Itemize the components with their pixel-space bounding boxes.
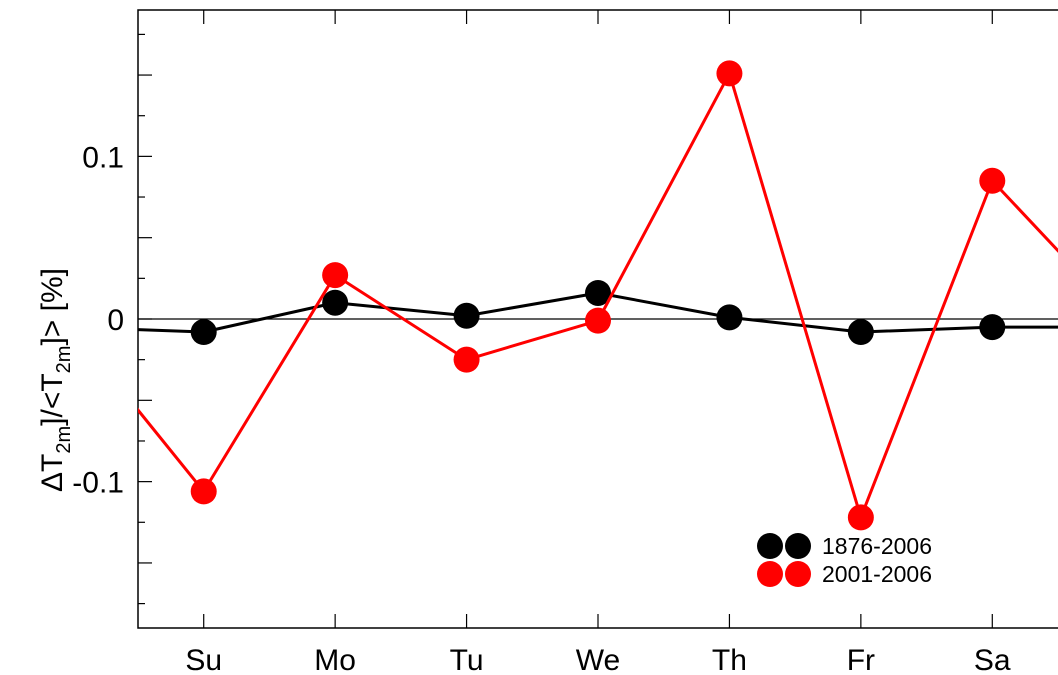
data-point — [322, 262, 349, 289]
y-tick-label: 0 — [107, 304, 124, 337]
y-axis-label-suffix: ]> [%] — [36, 268, 69, 346]
data-point — [979, 314, 1006, 341]
data-point — [716, 60, 743, 87]
y-axis-label-prefix: ΔT — [36, 454, 69, 492]
data-point — [322, 289, 349, 316]
y-tick-label: 0.1 — [82, 141, 124, 174]
series-line — [138, 71, 1058, 519]
y-axis-label-middle: ]/<T — [36, 373, 69, 426]
series-layer — [138, 60, 1058, 531]
legend-label: 1876-2006 — [822, 533, 932, 559]
data-point — [190, 319, 217, 346]
series-1876-2006 — [138, 291, 1058, 334]
x-tick-label: Sa — [974, 644, 1011, 675]
data-point — [190, 478, 217, 505]
y-tick-labels: -0.1 0 0.1 — [72, 141, 124, 499]
data-point — [847, 319, 874, 346]
legend-marker — [785, 561, 811, 587]
x-tick-label: We — [576, 644, 620, 675]
x-tick-labels: Su Mo Tu We Th Fr Sa — [185, 644, 1011, 675]
y-tick-label: -0.1 — [72, 467, 124, 500]
data-point — [453, 302, 480, 329]
data-point — [847, 504, 874, 531]
series-line — [138, 291, 1058, 334]
data-point — [585, 279, 611, 306]
axes — [137, 9, 1058, 629]
data-point — [453, 346, 480, 373]
x-tick-label: Mo — [314, 644, 356, 675]
y-axis-label-sub2: 2m — [53, 346, 75, 374]
data-point — [585, 307, 611, 334]
series-2001-2006 — [138, 71, 1058, 519]
x-tick-label: Su — [185, 644, 222, 675]
x-tick-label: Th — [712, 644, 747, 675]
legend-marker — [785, 533, 811, 559]
legend-marker — [757, 533, 783, 559]
legend-marker — [757, 561, 783, 587]
data-point — [716, 304, 743, 331]
x-tick-label: Tu — [450, 644, 484, 675]
x-tick-label: Fr — [847, 644, 875, 675]
legend-label: 2001-2006 — [822, 561, 932, 587]
data-point — [979, 167, 1006, 194]
y-axis-label-sub1: 2m — [53, 426, 75, 454]
y-axis-label: ΔT2m]/<T2m]> [%] — [36, 268, 75, 492]
